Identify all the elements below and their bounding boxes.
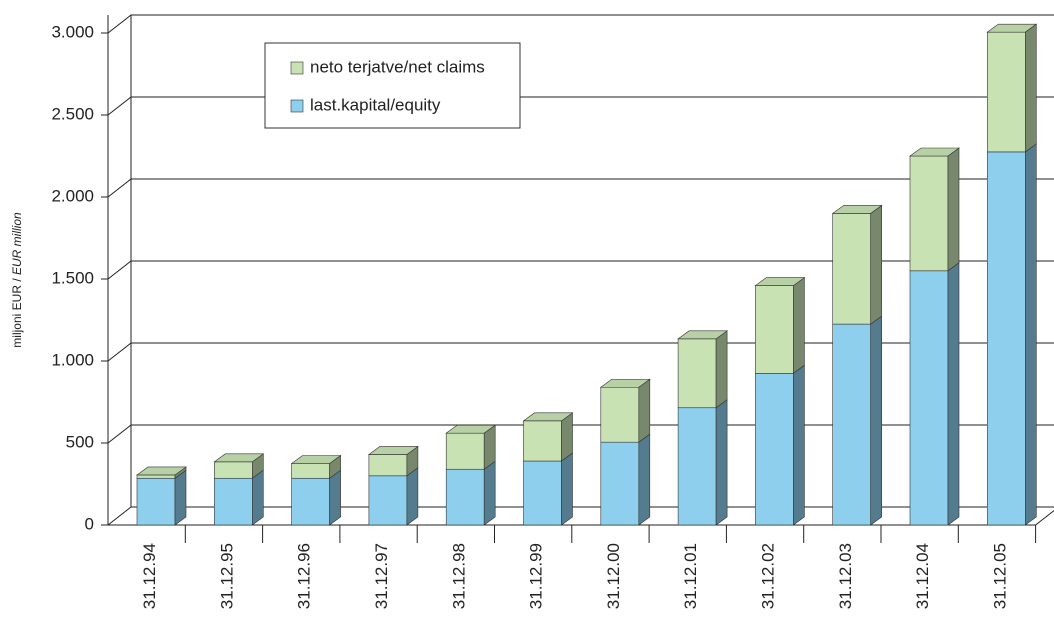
bar-side [715, 399, 728, 526]
grid-line [107, 260, 1054, 280]
bar-front [291, 463, 330, 479]
bar-top [136, 466, 187, 476]
bar-front [291, 477, 330, 526]
y-tick-label: 2.000 [51, 186, 94, 205]
legend-box [264, 42, 521, 129]
bar-side [715, 330, 728, 409]
bar-side [870, 315, 883, 526]
bar-top [831, 205, 883, 214]
x-tick-label: 31.12.98 [449, 543, 468, 609]
bar-top [213, 453, 265, 463]
y-tick-label: 2.500 [51, 104, 94, 123]
legend-label: last.kapital/equity [310, 95, 441, 114]
y-tick-label: 500 [66, 432, 94, 451]
bar-front [136, 477, 176, 526]
x-tick-label: 31.12.99 [527, 543, 546, 609]
y-axis-label: miljoni EUR / EUR million [10, 212, 24, 348]
y-tick-label: 3.000 [51, 22, 94, 41]
y-tick-label: 1.000 [51, 350, 94, 369]
bar-side [329, 469, 341, 526]
grid-line [107, 506, 1054, 526]
x-tick-label: 31.12.94 [140, 543, 159, 609]
grid-line [107, 96, 1054, 116]
bar-front [832, 323, 872, 526]
bar-front [909, 270, 949, 526]
x-tick-label: 31.12.01 [681, 543, 700, 609]
y-tick-label: 1.500 [51, 268, 94, 287]
bar-side [1025, 143, 1037, 526]
x-tick-label: 31.12.05 [990, 543, 1009, 609]
bar-front [445, 468, 485, 526]
bar-front [677, 407, 717, 526]
bar-front [368, 475, 408, 526]
legend-label: neto terjatve/net claims [310, 57, 485, 76]
bar-front [600, 386, 640, 443]
bar-side [1025, 23, 1037, 153]
y-label-si: miljoni EUR / [10, 275, 24, 348]
bar-front [368, 454, 408, 477]
bar-top [290, 455, 342, 464]
bar-front [523, 420, 562, 462]
grid-line [107, 14, 1054, 34]
bar-side [793, 364, 805, 526]
bar-top [522, 412, 574, 422]
bar-top [445, 424, 497, 434]
bar-side [174, 469, 187, 526]
bar-front [832, 213, 872, 325]
legend-swatch [290, 99, 304, 113]
bar-front [755, 285, 794, 374]
bar-side [870, 204, 883, 325]
bar-front [214, 461, 253, 479]
bar-side [561, 452, 573, 526]
bar-front [136, 474, 176, 479]
bar-front [214, 477, 253, 526]
bar-top [986, 23, 1038, 33]
x-tick-label: 31.12.03 [836, 543, 855, 609]
x-tick-label: 31.12.97 [372, 543, 391, 609]
floor-edge [1035, 509, 1054, 526]
bar-front [986, 151, 1026, 526]
bar-top [909, 147, 960, 157]
x-tick-label: 31.12.96 [295, 543, 314, 609]
y-tick-label: 0 [85, 514, 94, 533]
bar-front [600, 441, 640, 526]
bar-side [638, 433, 651, 526]
bar-side [252, 469, 264, 526]
bar-top [599, 378, 651, 388]
bar-side [638, 378, 651, 443]
bar-side [483, 460, 496, 526]
bar-side [793, 276, 805, 374]
bar-top [367, 446, 419, 455]
y-label-en: EUR million [10, 212, 24, 275]
grid-line [107, 178, 1054, 198]
legend-swatch [290, 61, 304, 75]
bar-front [909, 155, 949, 272]
bar-front [986, 31, 1026, 153]
legend: neto terjatve/net claims last.kapital/equ… [264, 42, 521, 129]
x-tick-label: 31.12.00 [604, 543, 623, 609]
bar-side [947, 147, 960, 272]
bar-front [523, 460, 562, 526]
bar-front [677, 338, 717, 409]
bar-side [947, 262, 960, 526]
x-tick-label: 31.12.95 [217, 543, 236, 609]
grid-line [107, 424, 1054, 444]
bar-side [561, 412, 573, 462]
bar-top [677, 330, 729, 340]
grid-line [107, 342, 1054, 362]
bar-front [755, 372, 794, 526]
bar-front [445, 432, 485, 470]
x-tick-label: 31.12.02 [759, 543, 778, 609]
bar-side [406, 467, 419, 526]
bar-top [754, 277, 806, 286]
x-tick-label: 31.12.04 [913, 543, 932, 609]
